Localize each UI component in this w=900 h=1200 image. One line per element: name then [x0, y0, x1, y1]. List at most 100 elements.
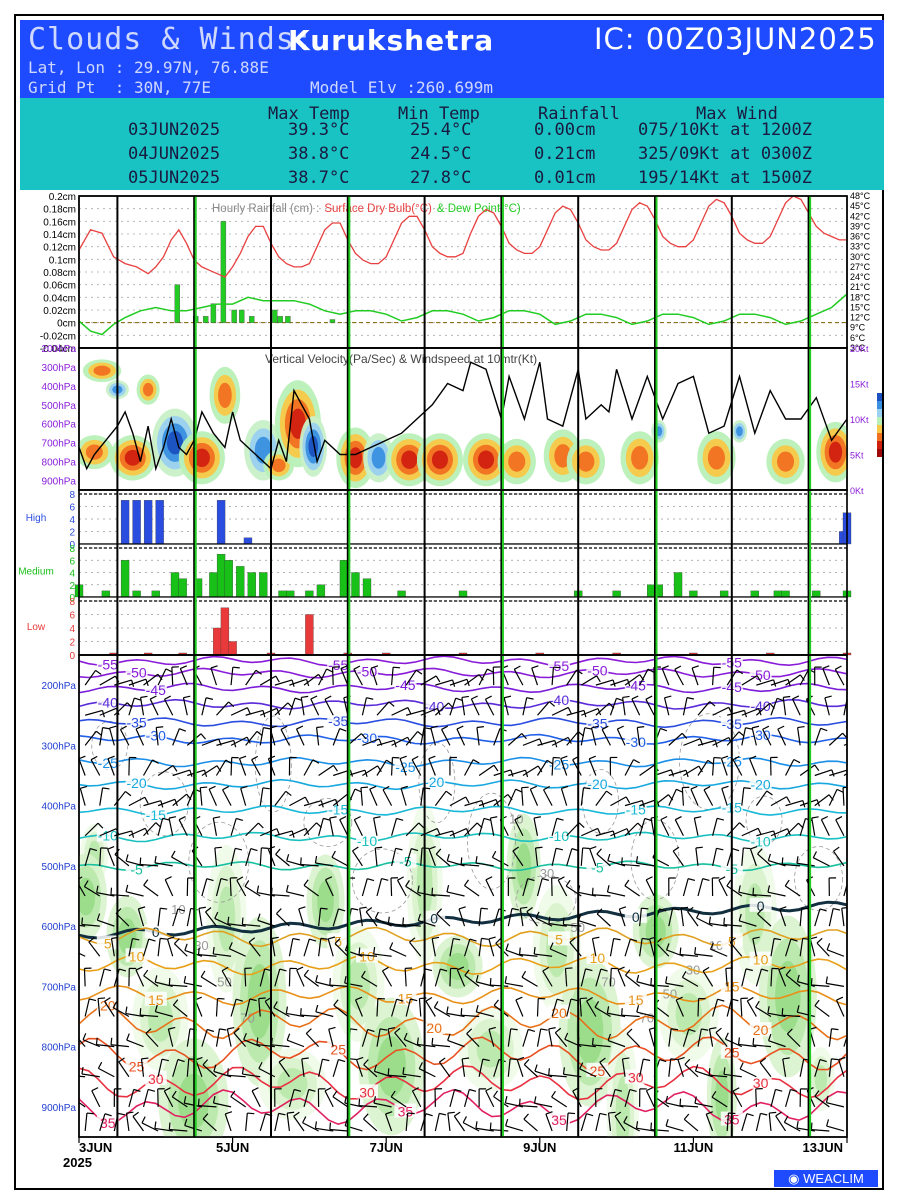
wind-barb — [785, 822, 799, 837]
wind-barb-flag — [320, 907, 328, 910]
wind-barb-flag — [504, 695, 512, 699]
isotherm-label: 0 — [757, 898, 765, 914]
wind-barb-flag — [390, 1090, 396, 1098]
wind-barb-flag — [462, 1116, 467, 1123]
isotherm-label: -20 — [424, 774, 444, 790]
isotherm-label: -40 — [424, 698, 444, 714]
wind-barb — [665, 982, 684, 987]
velocity-legend-swatch — [877, 449, 882, 457]
wind-barb — [409, 941, 422, 957]
wind-barb — [828, 789, 838, 806]
wind-barb — [749, 758, 757, 776]
wind-barb — [99, 675, 116, 686]
cloud-series-label: High — [26, 513, 47, 524]
wind-barb — [680, 953, 699, 957]
isotherm-label: 0 — [430, 911, 438, 927]
wind-barb — [402, 923, 421, 927]
wind-barb-flag — [681, 971, 687, 978]
wind-barb-flag — [674, 665, 682, 670]
wind-barb — [303, 1089, 310, 1108]
velocity-blob — [508, 451, 526, 472]
wind-barb — [712, 736, 730, 746]
wind-barb-flag — [621, 857, 623, 865]
wind-barb — [677, 1059, 684, 1077]
wind-barb-flag — [801, 907, 809, 910]
wind-barb — [522, 1029, 529, 1047]
rain-bar — [239, 309, 245, 323]
wind-barb — [777, 728, 787, 746]
wind-barb — [626, 1033, 641, 1048]
rain-tick-label: 0.1cm — [49, 255, 76, 266]
wind-barb-flag — [694, 816, 702, 819]
wind-barb — [155, 1011, 173, 1018]
wind-barb-flag — [756, 675, 762, 682]
wind-barb — [388, 923, 407, 927]
wind-barb-flag — [387, 916, 390, 924]
wind-barb — [332, 908, 340, 927]
wind-barb — [361, 1029, 369, 1047]
wind-barb-flag — [257, 822, 264, 829]
wind-barb — [168, 818, 174, 836]
isotherm-label: -20 — [126, 775, 146, 791]
wind-barb — [741, 675, 758, 686]
wind-barb — [674, 669, 684, 686]
wind-barb — [286, 1012, 305, 1018]
wind-barb — [799, 668, 810, 686]
isotherm-label-bg — [125, 774, 148, 789]
isotherm-line — [79, 733, 847, 745]
wind-barb-flag — [271, 936, 279, 940]
cloud-bar — [120, 500, 130, 545]
wind-barb — [288, 1089, 295, 1108]
wind-barb — [778, 969, 787, 987]
wind-barb — [447, 1113, 451, 1132]
windspeed-tick-label: 15Kt — [850, 380, 869, 390]
wind-barb-flag — [698, 765, 703, 773]
wind-barb-flag — [475, 1121, 478, 1129]
wind-barb — [566, 848, 573, 867]
cloud-bar — [278, 590, 287, 598]
wind-barb — [402, 1073, 421, 1078]
wind-barb-flag — [504, 976, 508, 984]
wind-barb-flag — [694, 1064, 699, 1072]
wind-barb-flag — [202, 1059, 209, 1066]
wind-barb-flag — [358, 947, 361, 955]
wind-barb-flag — [301, 1057, 309, 1060]
wind-barb-flag — [356, 1056, 364, 1061]
wind-barb — [609, 698, 617, 716]
wind-barb-flag — [582, 847, 590, 850]
wind-barb — [636, 1127, 655, 1132]
wind-barb — [318, 798, 336, 807]
wind-barb — [201, 765, 218, 777]
wind-barb-flag — [134, 697, 142, 701]
wind-barb — [361, 976, 378, 987]
wind-barb — [431, 894, 450, 897]
wind-barb-flag — [338, 1058, 346, 1063]
wind-barb — [536, 998, 539, 1017]
velocity-panel-title: Vertical Velocity(Pa/Sec) & Windspeed at… — [265, 352, 537, 366]
wind-barb-flag — [625, 969, 631, 976]
wind-barb-flag — [212, 946, 215, 955]
wind-barb — [703, 789, 714, 806]
wind-barb — [435, 830, 453, 837]
wind-barb — [697, 701, 711, 716]
wind-barb — [449, 827, 467, 837]
row-rain: 0.01cm — [534, 168, 596, 188]
wind-barb — [286, 1039, 305, 1048]
wind-barb-flag — [396, 998, 404, 1002]
wind-barb-flag — [302, 1116, 307, 1124]
wind-barb — [791, 698, 801, 716]
wind-barb — [376, 759, 387, 776]
wind-barb-flag — [212, 1096, 216, 1104]
wind-barb-flag — [688, 1028, 696, 1033]
wind-barb-flag — [439, 1112, 447, 1116]
wind-barb — [512, 850, 524, 867]
isotherm-line — [79, 756, 847, 768]
wind-barb — [580, 787, 585, 806]
wind-barb — [273, 1007, 290, 1018]
wind-barb-flag — [250, 848, 258, 852]
wind-barb — [110, 938, 115, 957]
wind-barb — [293, 1115, 305, 1132]
wind-barb-flag — [752, 725, 760, 729]
wind-barb — [755, 968, 762, 987]
chart-frame — [14, 14, 884, 1190]
